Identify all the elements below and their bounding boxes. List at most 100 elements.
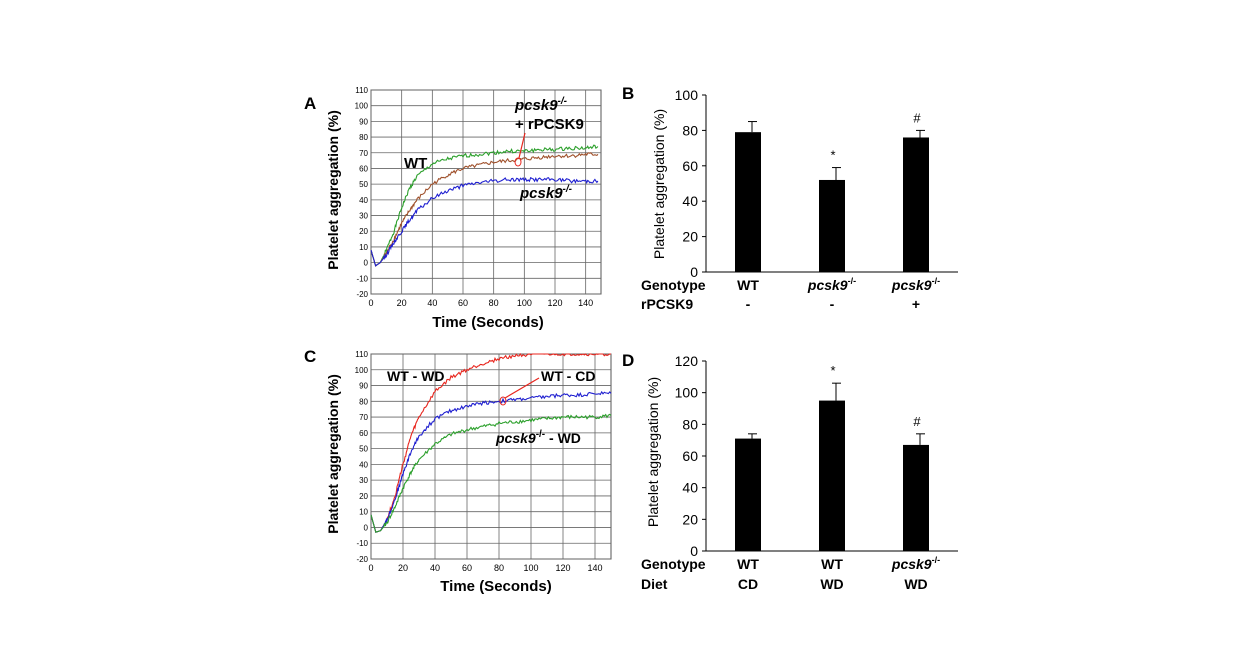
pd-bar-1 — [819, 400, 845, 551]
pb-ytick-label: 60 — [682, 158, 698, 174]
pb-row-value-text: - — [746, 296, 751, 312]
pb-row-label-1: rPCSK9 — [641, 296, 693, 312]
pb-row-1-value-0: - — [746, 296, 751, 312]
pb-bar-2 — [903, 137, 929, 272]
pa-ytick-label: -10 — [356, 274, 368, 283]
annotation-wt-wd: WT - WD — [387, 368, 445, 384]
panel-a-xlabel: Time (Seconds) — [432, 314, 543, 331]
panel-b-bars: *# — [735, 110, 929, 272]
pc-xtick-label: 40 — [430, 563, 440, 573]
annotation-pcsk9-rescue: pcsk9-/- — [514, 96, 568, 114]
pa-ytick-label: 0 — [364, 259, 369, 268]
panel-a-grid — [370, 89, 602, 295]
pb-row-value-text: pcsk9 — [807, 277, 848, 293]
pd-ytick-label: 0 — [690, 543, 698, 559]
pb-ytick-label: 100 — [675, 87, 699, 103]
pc-ytick-label: -20 — [356, 555, 368, 564]
pc-ytick-label: 100 — [355, 366, 369, 375]
pc-plot-frame — [370, 353, 612, 560]
pc-ytick-label: 90 — [359, 382, 368, 391]
pd-row-0-value-2: pcsk9-/- — [891, 555, 940, 572]
pb-ytick-label: 0 — [690, 264, 698, 280]
panel-b-ylabel: Platelet aggregation (%) — [651, 109, 667, 259]
pc-xtick-label: 100 — [523, 563, 538, 573]
pd-row-value-text: pcsk9 — [891, 556, 932, 572]
pb-row-value-text: pcsk9 — [891, 277, 932, 293]
pa-ytick-label: 110 — [355, 86, 368, 95]
pa-ytick-label: -20 — [356, 290, 368, 299]
pb-row-value-text: + — [912, 296, 920, 312]
pa-xtick-label: 20 — [397, 298, 407, 308]
panel-label-b: B — [622, 84, 634, 103]
pb-row-0-value-1: pcsk9-/- — [807, 276, 856, 293]
pa-ytick-label: 90 — [359, 117, 368, 126]
pc-series-line-2 — [370, 413, 612, 533]
pc-xtick-label: 60 — [462, 563, 472, 573]
panel-d-ylabel: Platelet aggregation (%) — [645, 377, 661, 527]
pd-row-1-value-1: WD — [820, 576, 843, 592]
annotation-pointer-c — [504, 377, 540, 399]
pa-series-line-0 — [370, 144, 599, 267]
pd-ytick-label: 60 — [682, 448, 698, 464]
pb-ytick-label: 40 — [682, 193, 698, 209]
pb-row-superscript: -/- — [848, 276, 857, 286]
pd-ytick-label: 80 — [682, 416, 698, 432]
panel-c-line-chart: -20 -10 0 10 20 30 40 50 60 70 80 90 100 110 0 20 40 60 80… — [325, 350, 612, 595]
pd-row-value-text: CD — [738, 576, 758, 592]
annotation-wt: WT — [404, 155, 427, 172]
pc-ytick-label: 10 — [359, 508, 368, 517]
panel-d-bars: *# — [735, 363, 929, 551]
pc-xtick-label: 140 — [587, 563, 602, 573]
pc-series-line-1 — [370, 390, 612, 533]
panel-c-xlabel: Time (Seconds) — [440, 578, 551, 595]
pb-row-value-text: WT — [737, 277, 759, 293]
pd-row-1-value-2: WD — [904, 576, 927, 592]
pa-xtick-label: 40 — [427, 298, 437, 308]
pc-ytick-label: 0 — [364, 523, 369, 532]
pd-ytick-label: 40 — [682, 480, 698, 496]
pb-bar-0 — [735, 132, 761, 272]
annotation-pointer-a — [518, 132, 526, 159]
pc-ytick-label: 20 — [359, 492, 368, 501]
annotation-marker-a — [514, 157, 522, 167]
pa-xtick-label: 120 — [547, 298, 562, 308]
pd-ytick-label: 100 — [675, 385, 699, 401]
pd-bar-2 — [903, 444, 929, 551]
panel-c-ticks: -20 -10 0 10 20 30 40 50 60 70 80 90 100 110 0 20 40 60 80… — [355, 350, 603, 573]
pa-ytick-label: 70 — [359, 149, 368, 158]
pa-series-line-2 — [370, 176, 599, 267]
panel-a-ylabel: Platelet aggregation (%) — [325, 110, 341, 269]
pb-row-1-value-1: - — [830, 296, 835, 312]
pa-ytick-label: 50 — [359, 180, 368, 189]
pa-ytick-label: 20 — [359, 227, 368, 236]
pd-row-value-text: WD — [904, 576, 927, 592]
pd-significance-marker-1: * — [830, 363, 835, 378]
pd-significance-marker-2: # — [913, 414, 921, 429]
pa-xtick-label: 80 — [489, 298, 499, 308]
pc-ytick-label: -10 — [356, 539, 368, 548]
pc-ytick-label: 40 — [359, 460, 368, 469]
pb-row-label-0: Genotype — [641, 277, 706, 293]
pd-ytick-label: 120 — [675, 353, 699, 369]
pa-ytick-label: 100 — [355, 102, 369, 111]
pd-row-label-1: Diet — [641, 576, 668, 592]
pc-ytick-label: 80 — [359, 397, 368, 406]
pc-xtick-label: 80 — [494, 563, 504, 573]
pa-xtick-label: 140 — [578, 298, 593, 308]
pb-row-0-value-2: pcsk9-/- — [891, 276, 940, 293]
annotation-marker-c — [499, 396, 507, 406]
pa-ytick-label: 80 — [359, 133, 368, 142]
annotation-pcsk9: pcsk9-/- — [519, 184, 573, 202]
panel-a-line-chart: -20 -10 0 10 20 30 40 50 60 70 80 90 100 110 0 20 40 60 80… — [325, 86, 602, 331]
pc-ytick-label: 60 — [359, 429, 368, 438]
pa-ytick-label: 60 — [359, 164, 368, 173]
pa-ytick-label: 10 — [359, 243, 368, 252]
pd-row-value-text: WT — [821, 556, 843, 572]
pd-row-superscript: -/- — [932, 555, 941, 565]
panel-a-ticks: -20 -10 0 10 20 30 40 50 60 70 80 90 100 110 0 20 40 60 80… — [355, 86, 594, 308]
pb-ytick-label: 80 — [682, 122, 698, 138]
annotation-rpcsk9: + rPCSK9 — [515, 116, 584, 133]
pd-bar-0 — [735, 438, 761, 551]
